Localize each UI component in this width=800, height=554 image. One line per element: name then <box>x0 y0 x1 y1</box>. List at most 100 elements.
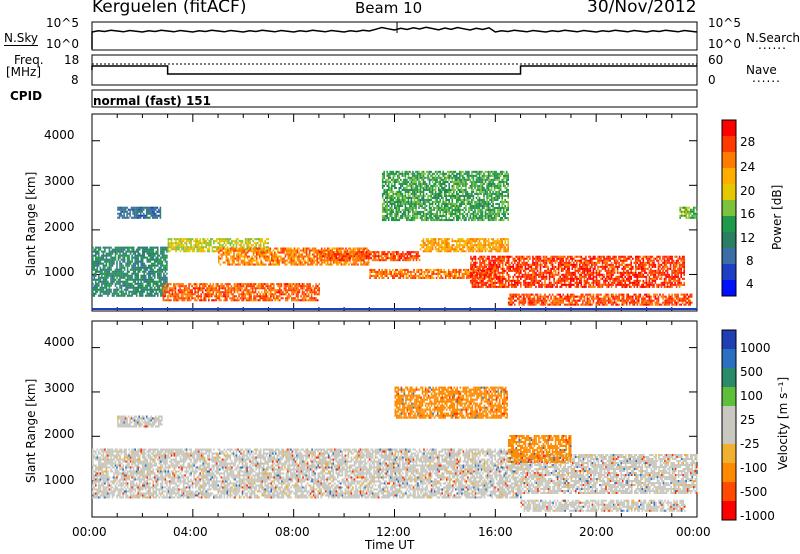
power-cell <box>128 292 130 295</box>
power-cell <box>218 251 220 254</box>
power-cell <box>465 242 467 245</box>
power-cell <box>189 299 192 302</box>
power-cell <box>391 251 394 254</box>
power-cell <box>144 248 147 251</box>
power-cell <box>417 274 420 277</box>
power-cell <box>386 192 388 195</box>
power-cell <box>418 206 420 209</box>
power-cell <box>311 263 314 266</box>
power-cell <box>433 206 435 209</box>
power-cell <box>404 200 407 203</box>
power-cell <box>448 244 450 247</box>
power-cell <box>354 257 356 260</box>
power-cell <box>121 214 124 217</box>
power-cell <box>399 257 401 260</box>
power-cell <box>379 255 381 258</box>
power-cell <box>346 249 349 252</box>
power-cell <box>383 208 385 211</box>
power-cell <box>456 210 458 213</box>
power-cell <box>414 272 417 275</box>
power-cell <box>164 270 167 273</box>
power-cell <box>454 274 456 277</box>
power-cell <box>308 249 311 252</box>
power-cell <box>340 257 343 260</box>
power-cell <box>253 299 255 302</box>
power-cell <box>439 194 441 197</box>
power-cell <box>402 259 404 262</box>
power-cell <box>155 208 157 211</box>
power-cell <box>384 206 387 209</box>
power-cell <box>407 215 410 218</box>
power-cell <box>392 208 395 211</box>
power-cell <box>430 198 432 201</box>
power-cell <box>108 288 111 291</box>
power-cell <box>324 255 327 258</box>
power-cell <box>343 253 345 256</box>
power-cell <box>348 251 350 254</box>
power-cell <box>337 263 340 266</box>
power-cell <box>261 238 263 241</box>
power-cell <box>386 253 389 256</box>
power-cell <box>490 242 493 245</box>
power-cell <box>170 287 172 290</box>
power-cell <box>218 259 220 262</box>
power-cell <box>256 238 259 241</box>
power-cell <box>381 186 384 189</box>
power-cell <box>136 208 139 211</box>
power-cell <box>315 299 317 302</box>
power-cell <box>277 283 280 286</box>
power-cell <box>482 274 485 277</box>
power-cell <box>123 252 126 255</box>
power-cell <box>433 182 435 185</box>
power-cell <box>132 252 135 255</box>
power-cell <box>315 291 317 294</box>
power-cell <box>349 255 351 258</box>
power-cell <box>406 208 408 211</box>
power-cell <box>314 247 317 250</box>
power-cell <box>141 254 144 257</box>
power-cell <box>123 212 125 215</box>
power-cell <box>339 247 341 250</box>
power-cell <box>417 268 420 271</box>
power-cell <box>151 280 153 283</box>
power-cell <box>132 268 135 271</box>
power-cell <box>188 289 190 292</box>
power-cell <box>413 215 416 218</box>
power-cell <box>340 255 342 258</box>
power-cell <box>186 291 189 294</box>
power-cell <box>472 210 475 213</box>
power-cell <box>391 259 394 262</box>
power-cell <box>419 182 422 185</box>
power-cell <box>443 172 446 175</box>
power-cell <box>462 240 464 243</box>
time-tick-0400: 04:00 <box>173 525 208 539</box>
power-cell <box>208 293 210 296</box>
power-cell <box>266 295 269 298</box>
power-cell <box>204 285 207 288</box>
power-cell <box>219 249 222 252</box>
power-cell <box>132 248 135 251</box>
power-cell <box>424 248 426 251</box>
power-cell <box>308 259 311 262</box>
power-cell <box>96 268 99 271</box>
power-cell <box>158 268 161 271</box>
power-cell <box>435 272 438 275</box>
power-cell <box>217 291 219 294</box>
power-cell <box>233 289 236 292</box>
power-cell <box>462 248 464 251</box>
power-cell <box>95 286 97 289</box>
power-cell <box>303 295 305 298</box>
power-cell <box>178 246 180 249</box>
power-cell <box>446 240 449 243</box>
power-cell <box>254 287 257 290</box>
power-cell <box>397 206 399 209</box>
power-cell <box>459 248 461 251</box>
power-cell <box>469 186 472 189</box>
power-cell <box>507 250 509 253</box>
power-cell <box>323 247 326 250</box>
power-cell <box>462 176 464 179</box>
power-cell <box>266 259 268 262</box>
power-cell <box>199 250 201 253</box>
power-cell <box>370 253 372 256</box>
power-cell <box>430 174 432 177</box>
